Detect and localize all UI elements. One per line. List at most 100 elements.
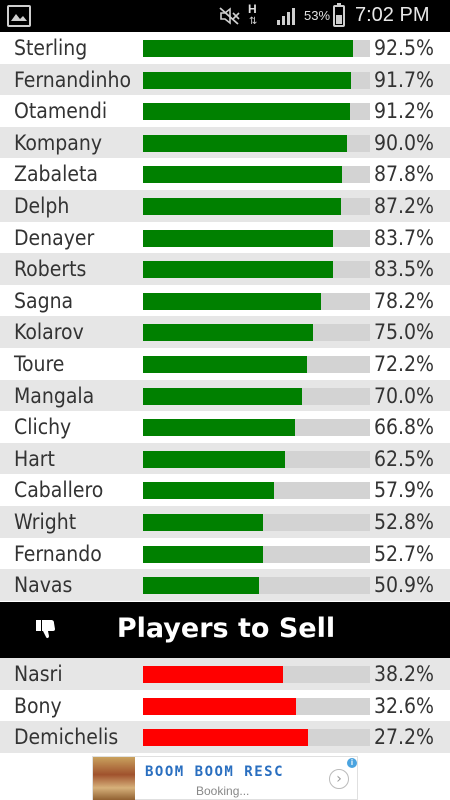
rating-bar-track [143, 387, 370, 405]
rating-bar-fill [143, 482, 275, 500]
player-name: Navas [14, 573, 73, 598]
player-row: Kompany 90.0% [0, 126, 450, 159]
player-percent: 62.5% [374, 446, 435, 471]
player-percent: 52.8% [374, 509, 435, 534]
player-percent: 27.2% [374, 725, 435, 750]
player-percent: 32.6% [374, 693, 435, 718]
player-name: Fernandinho [14, 67, 132, 92]
player-name: Caballero [14, 478, 104, 503]
player-row: Fernando 52.7% [0, 538, 450, 570]
player-percent: 38.2% [374, 662, 435, 686]
rating-bar-track [143, 324, 370, 342]
player-name: Kompany [14, 130, 103, 155]
rating-bar-fill [143, 545, 263, 563]
player-name: Clichy [14, 415, 72, 440]
rating-bar-fill [143, 134, 348, 152]
rating-bar-track [143, 450, 370, 468]
player-name: Kolarov [14, 320, 84, 345]
rating-bar-fill [143, 103, 350, 121]
player-row: Clichy 66.8% [0, 411, 450, 443]
rating-bar-fill [143, 166, 343, 184]
player-name: Toure [14, 351, 65, 376]
rating-bar-track [143, 729, 370, 747]
status-bar: H ⇅ 53% 7:02 PM [0, 0, 450, 32]
player-name: Denayer [14, 225, 95, 250]
mute-icon [219, 7, 240, 25]
player-name: Sterling [14, 36, 88, 60]
player-name: Wright [14, 509, 77, 534]
ad-image[interactable] [93, 757, 135, 800]
sell-section-header: Players to Sell [0, 602, 450, 658]
rating-bar-fill [143, 261, 333, 279]
rating-bar-fill [143, 229, 333, 247]
rating-bar-track [143, 134, 370, 152]
player-row: Zabaleta 87.8% [0, 158, 450, 190]
player-row: Roberts 83.5% [0, 253, 450, 285]
rating-bar-fill [143, 666, 284, 683]
player-percent: 78.2% [374, 288, 435, 313]
rating-bar-track [143, 166, 370, 184]
player-name: Otamendi [14, 99, 108, 124]
player-name: Roberts [14, 257, 87, 282]
rating-bar-fill [143, 729, 309, 747]
player-name: Sagna [14, 288, 74, 313]
player-percent: 83.7% [374, 225, 435, 250]
player-row: Sagna 78.2% [0, 285, 450, 317]
battery-icon [333, 3, 345, 27]
player-row: Fernandinho 91.7% [0, 63, 450, 96]
player-percent: 57.9% [374, 478, 435, 503]
player-name: Mangala [14, 383, 95, 408]
player-percent: 87.8% [374, 162, 435, 187]
player-row: Mangala 70.0% [0, 379, 450, 412]
rating-bar-track [143, 103, 370, 121]
clock: 7:02 PM [355, 4, 430, 26]
rating-bar-fill [143, 324, 314, 342]
battery-percent: 53% [304, 8, 331, 23]
player-percent: 75.0% [374, 320, 435, 345]
player-name: Delph [14, 193, 70, 218]
player-row: Kolarov 75.0% [0, 316, 450, 348]
ad-title[interactable]: BOOM BOOM RESC [145, 764, 285, 780]
player-row: Otamendi 91.2% [0, 95, 450, 127]
player-row: Navas 50.9% [0, 569, 450, 601]
player-row: Delph 87.2% [0, 189, 450, 222]
rating-bar-track [143, 292, 370, 310]
player-name: Demichelis [14, 725, 119, 750]
player-row: Sterling 92.5% [0, 32, 450, 64]
rating-bar-track [143, 545, 370, 563]
rating-bar-fill [143, 355, 307, 373]
rating-bar-track [143, 482, 370, 500]
rating-bar-track [143, 513, 370, 531]
player-name: Fernando [14, 541, 102, 566]
player-name: Nasri [14, 662, 63, 686]
thumbs-down-icon [36, 620, 55, 639]
sell-section-title: Players to Sell [116, 613, 336, 644]
rating-bar-fill [143, 419, 295, 437]
player-row: Demichelis 27.2% [0, 721, 450, 753]
player-percent: 91.2% [374, 99, 435, 124]
rating-bar-track [143, 71, 370, 89]
player-percent: 66.8% [374, 415, 435, 440]
rating-bar-track [143, 261, 370, 279]
ad-arrow-icon[interactable]: › [329, 769, 349, 789]
signal-icon [277, 8, 295, 25]
ad-info-icon[interactable]: i [347, 758, 357, 768]
ad-subtitle[interactable]: Booking... [196, 784, 250, 798]
rating-bar-fill [143, 387, 302, 405]
player-percent: 92.5% [374, 36, 435, 60]
ad-banner[interactable]: BOOM BOOM RESC Booking... › i [92, 756, 358, 800]
keep-player-list: Sterling 92.5% Fernandinho 91.7% Otamendi 91.… [0, 32, 450, 601]
rating-bar-fill [143, 292, 321, 310]
player-percent: 72.2% [374, 351, 435, 376]
rating-bar-fill [143, 450, 285, 468]
rating-bar-track [143, 229, 370, 247]
rating-bar-fill [143, 577, 259, 595]
player-percent: 52.7% [374, 541, 435, 566]
rating-bar-fill [143, 697, 296, 715]
player-row: Nasri 38.2% [0, 658, 450, 690]
network-type: H [248, 2, 257, 16]
player-name: Bony [14, 693, 62, 718]
rating-bar-fill [143, 71, 352, 89]
player-percent: 83.5% [374, 257, 435, 282]
rating-bar-track [143, 40, 370, 57]
